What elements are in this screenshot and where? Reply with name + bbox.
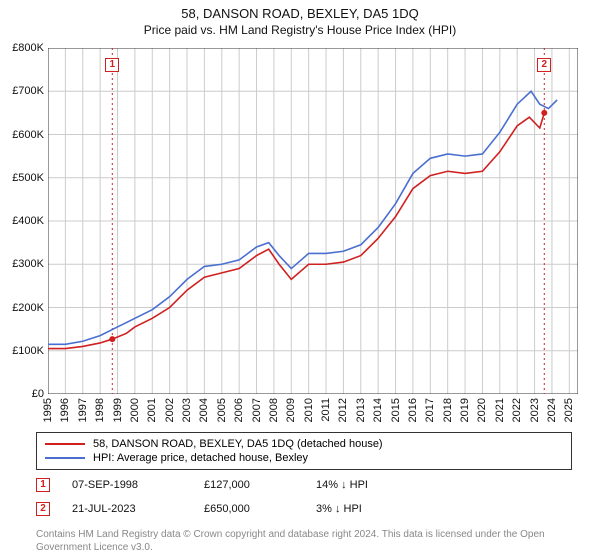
x-axis-label: 1998 xyxy=(94,398,106,422)
y-axis-label: £800K xyxy=(12,42,44,54)
x-axis-label: 2011 xyxy=(320,398,332,422)
chart-subtitle: Price paid vs. HM Land Registry's House … xyxy=(0,21,600,41)
x-axis-label: 2006 xyxy=(233,398,245,422)
x-axis-label: 2001 xyxy=(146,398,158,422)
x-axis-label: 1999 xyxy=(112,398,124,422)
y-axis-label: £200K xyxy=(12,302,44,314)
x-axis-label: 2007 xyxy=(251,398,263,422)
x-axis-label: 2010 xyxy=(303,398,315,422)
chart-sale-marker: 1 xyxy=(105,58,119,72)
x-axis-label: 1995 xyxy=(42,398,54,422)
chart-area: £0£100K£200K£300K£400K£500K£600K£700K£80… xyxy=(48,48,578,394)
x-axis-label: 2002 xyxy=(164,398,176,422)
sale-row: 2 21-JUL-2023 £650,000 3% ↓ HPI xyxy=(36,502,576,516)
sale-marker-2: 2 xyxy=(36,502,50,516)
x-axis-label: 2024 xyxy=(546,398,558,422)
sale-marker-label: 1 xyxy=(40,479,46,490)
x-axis-label: 2014 xyxy=(372,398,384,422)
legend-swatch xyxy=(45,443,85,445)
x-axis-label: 2018 xyxy=(442,398,454,422)
x-axis-label: 2020 xyxy=(476,398,488,422)
chart-svg xyxy=(48,48,578,394)
sale-diff: 3% ↓ HPI xyxy=(316,503,362,515)
chart-title: 58, DANSON ROAD, BEXLEY, DA5 1DQ xyxy=(0,0,600,21)
x-axis-label: 2009 xyxy=(285,398,297,422)
credit-text: Contains HM Land Registry data © Crown c… xyxy=(36,528,576,554)
footer-sales: 1 07-SEP-1998 £127,000 14% ↓ HPI xyxy=(36,478,576,492)
legend-item: HPI: Average price, detached house, Bexl… xyxy=(45,451,563,465)
sale-marker-1: 1 xyxy=(36,478,50,492)
x-axis-label: 2016 xyxy=(407,398,419,422)
y-axis-label: £100K xyxy=(12,345,44,357)
y-axis-label: £500K xyxy=(12,172,44,184)
legend-item: 58, DANSON ROAD, BEXLEY, DA5 1DQ (detach… xyxy=(45,437,563,451)
legend-label: HPI: Average price, detached house, Bexl… xyxy=(93,452,308,464)
sale-date: 21-JUL-2023 xyxy=(72,503,182,515)
x-axis-label: 2000 xyxy=(129,398,141,422)
x-axis-label: 2021 xyxy=(494,398,506,422)
sale-price: £650,000 xyxy=(204,503,294,515)
root: 58, DANSON ROAD, BEXLEY, DA5 1DQ Price p… xyxy=(0,0,600,560)
y-axis-label: £300K xyxy=(12,258,44,270)
x-axis-label: 2004 xyxy=(198,398,210,422)
x-axis-label: 2015 xyxy=(390,398,402,422)
x-axis-label: 1996 xyxy=(59,398,71,422)
sale-row: 1 07-SEP-1998 £127,000 14% ↓ HPI xyxy=(36,478,576,492)
x-axis-label: 2013 xyxy=(355,398,367,422)
x-axis-label: 2012 xyxy=(337,398,349,422)
x-axis-label: 2019 xyxy=(459,398,471,422)
chart-sale-marker: 2 xyxy=(537,58,551,72)
x-axis-label: 2017 xyxy=(424,398,436,422)
x-axis-label: 2023 xyxy=(529,398,541,422)
sale-diff: 14% ↓ HPI xyxy=(316,479,368,491)
y-axis-label: £700K xyxy=(12,85,44,97)
x-axis-label: 1997 xyxy=(77,398,89,422)
footer-sales: 2 21-JUL-2023 £650,000 3% ↓ HPI xyxy=(36,502,576,516)
sale-price: £127,000 xyxy=(204,479,294,491)
x-axis-label: 2005 xyxy=(216,398,228,422)
x-axis-label: 2025 xyxy=(563,398,575,422)
sale-marker-label: 2 xyxy=(40,503,46,514)
legend-label: 58, DANSON ROAD, BEXLEY, DA5 1DQ (detach… xyxy=(93,438,383,450)
sale-date: 07-SEP-1998 xyxy=(72,479,182,491)
x-axis-label: 2003 xyxy=(181,398,193,422)
legend-box: 58, DANSON ROAD, BEXLEY, DA5 1DQ (detach… xyxy=(36,432,572,470)
y-axis-label: £600K xyxy=(12,129,44,141)
legend-swatch xyxy=(45,457,85,459)
x-axis-label: 2022 xyxy=(511,398,523,422)
x-axis-label: 2008 xyxy=(268,398,280,422)
y-axis-label: £400K xyxy=(12,215,44,227)
